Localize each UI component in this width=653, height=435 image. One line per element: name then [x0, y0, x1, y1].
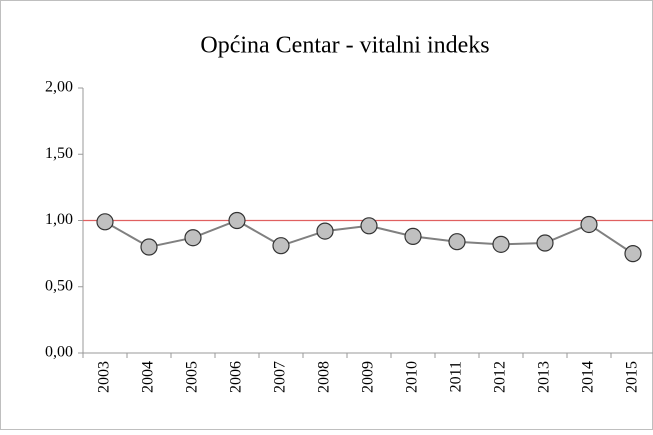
point-marker: [96, 213, 114, 231]
point-marker: [624, 245, 642, 263]
y-tick-label: 1,50: [45, 145, 73, 162]
point-marker: [228, 211, 246, 230]
y-tick-label: 0,50: [45, 277, 73, 294]
point-marker: [140, 238, 158, 256]
point-marker: [360, 217, 378, 235]
x-tick-label: 2010: [404, 361, 421, 393]
point-marker: [448, 233, 466, 251]
x-tick-label: 2012: [492, 361, 509, 393]
x-tick-label: 2014: [580, 361, 597, 393]
x-tick-label: 2013: [536, 361, 553, 393]
x-tick-label: 2003: [96, 361, 113, 393]
point-marker: [184, 229, 202, 247]
x-tick-label: 2008: [316, 361, 333, 393]
x-tick-label: 2009: [360, 361, 377, 393]
point-marker: [404, 227, 422, 245]
point-marker: [316, 222, 334, 240]
point-marker: [272, 237, 290, 255]
point-marker: [580, 215, 598, 234]
x-tick-label: 2011: [448, 361, 465, 392]
x-tick-label: 2005: [184, 361, 201, 393]
point-marker: [536, 234, 554, 252]
point-marker: [492, 235, 510, 253]
y-tick-label: 1,00: [45, 211, 73, 228]
chart-title: Općina Centar - vitalni indeks: [200, 33, 489, 59]
x-tick-label: 2006: [228, 361, 245, 393]
y-tick-label: 2,00: [45, 79, 73, 96]
x-tick-label: 2007: [272, 361, 289, 393]
x-tick-label: 2015: [624, 361, 641, 393]
y-tick-label: 0,00: [45, 344, 73, 361]
x-tick-label: 2004: [140, 361, 157, 393]
